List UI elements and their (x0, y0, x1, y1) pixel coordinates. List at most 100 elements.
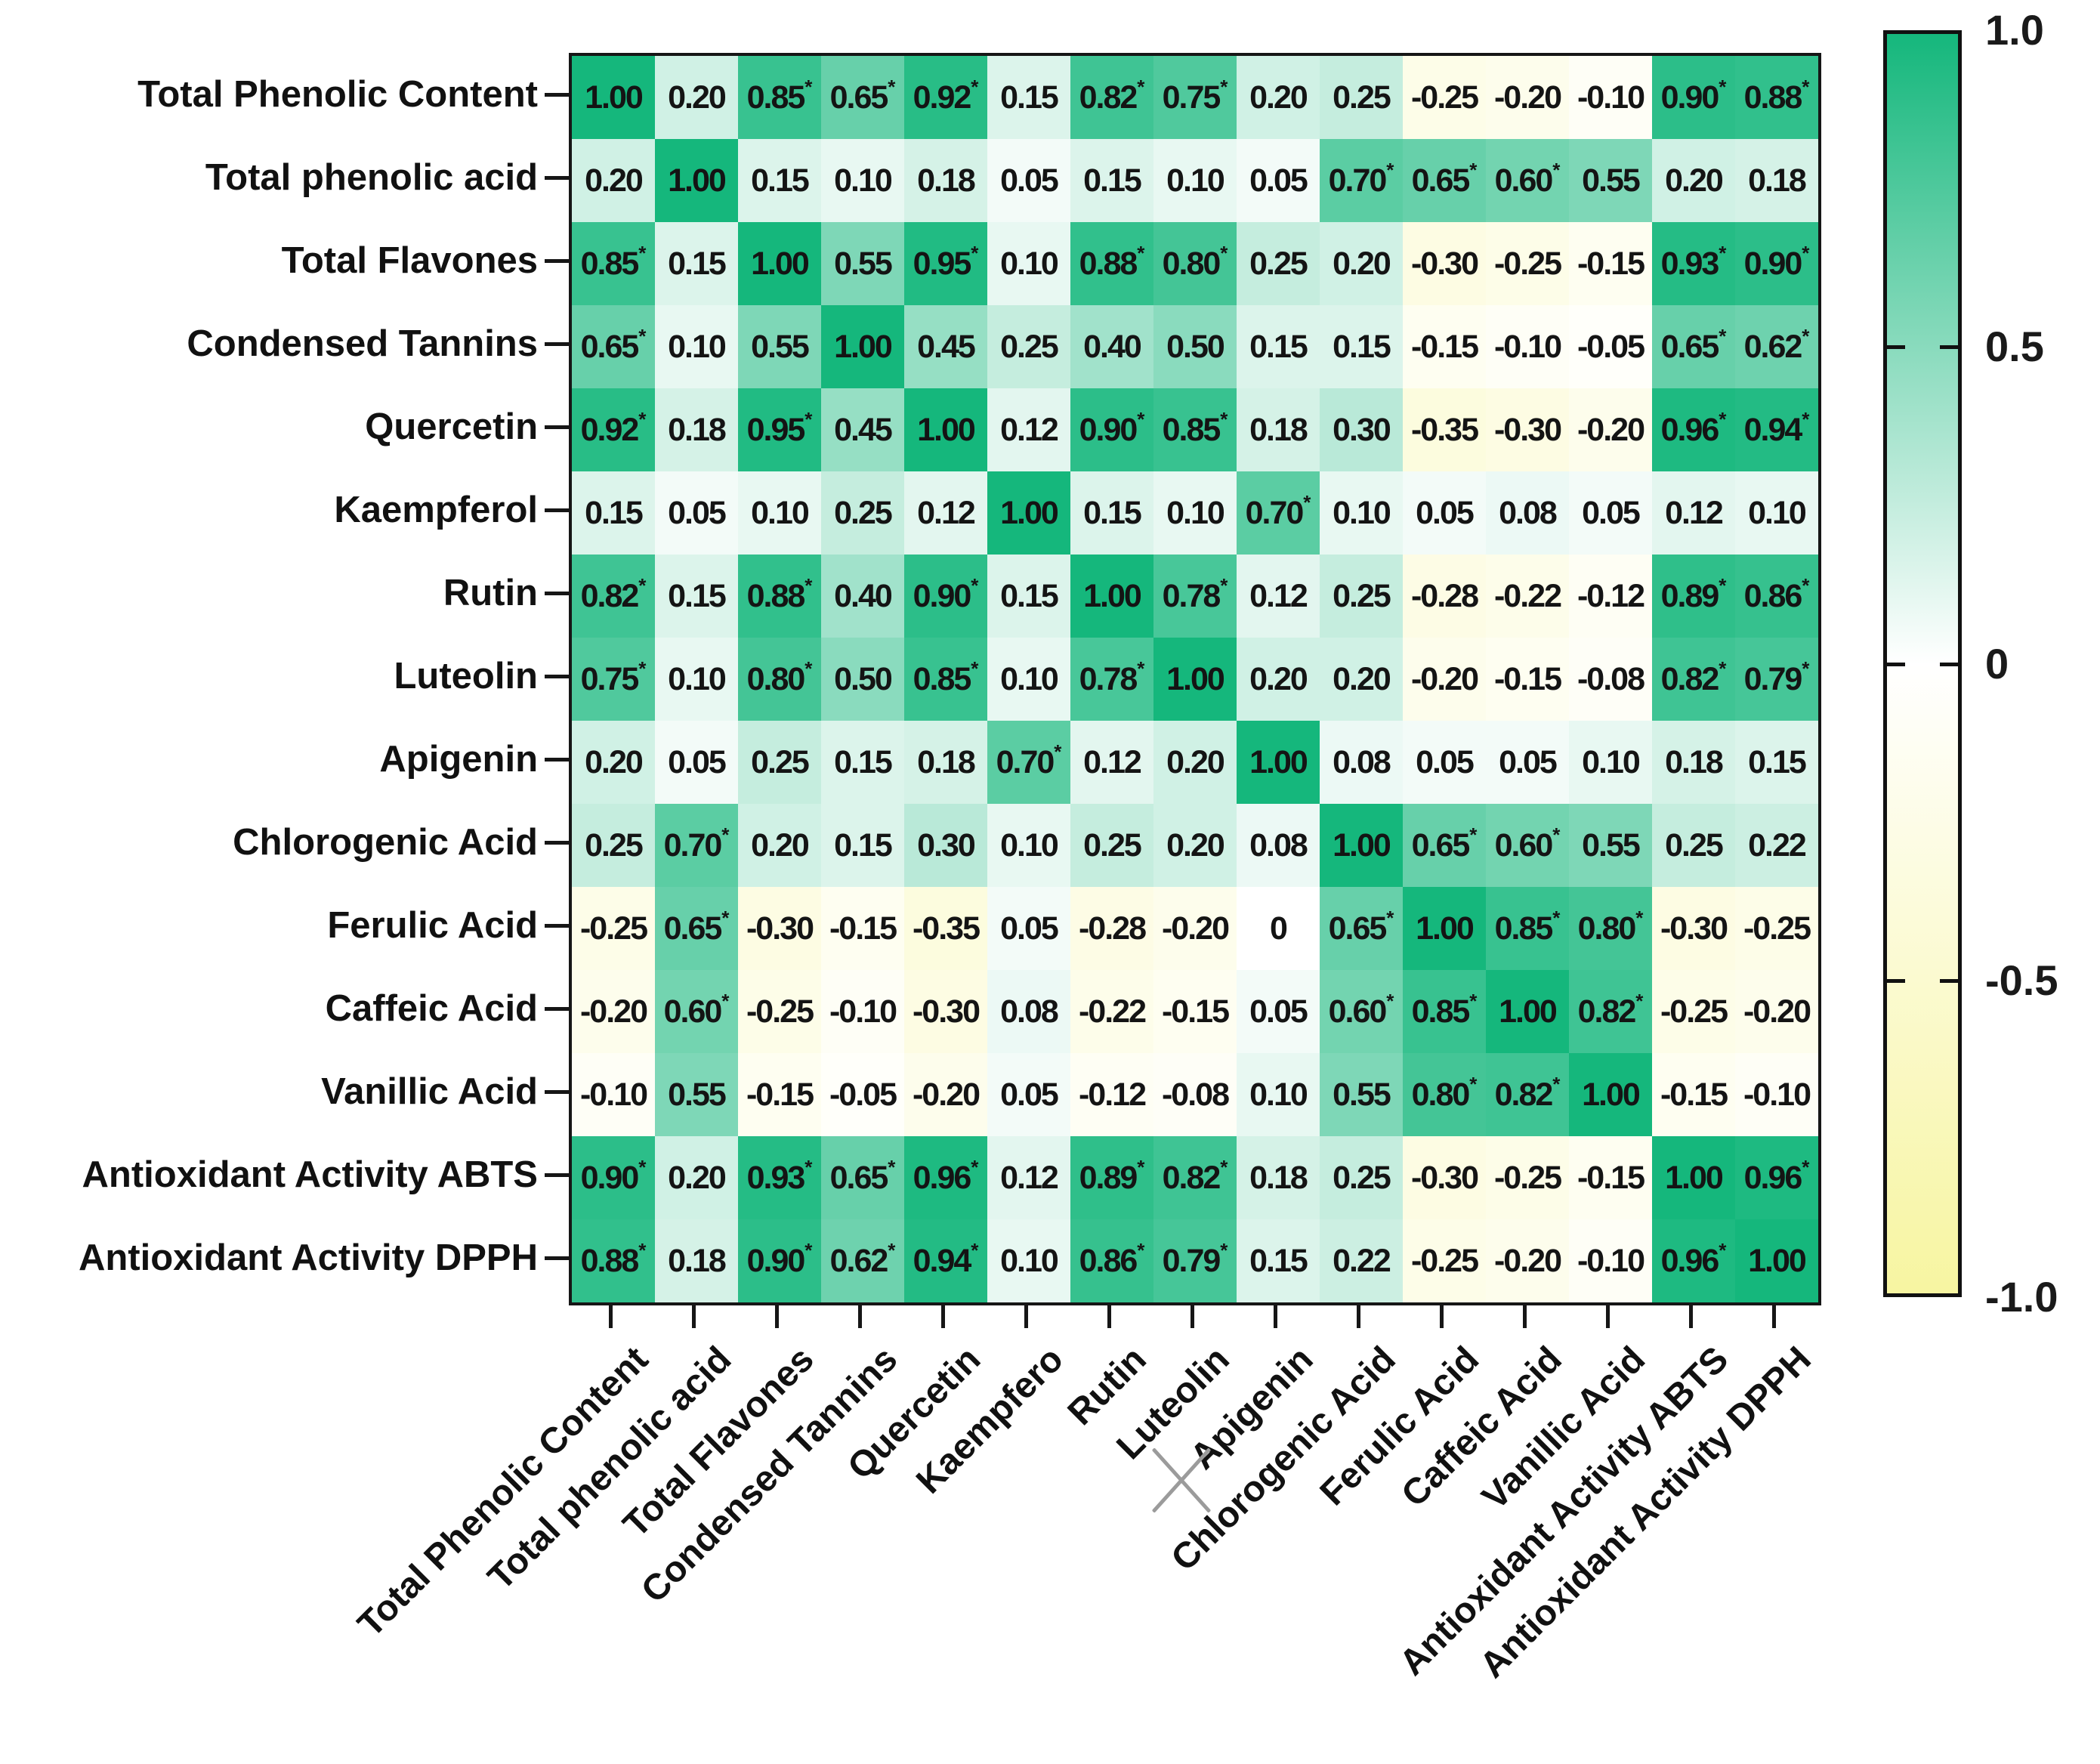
heatmap-cell: 0.05 (1403, 471, 1486, 555)
heatmap-cell: 0.55 (655, 1053, 738, 1136)
y-axis-tick (545, 176, 569, 180)
heatmap-cell: 0.05 (1237, 139, 1320, 222)
y-axis-label: Total Phenolic Content (137, 74, 538, 115)
heatmap-cell: 0.82 * (1569, 970, 1652, 1053)
heatmap-cell: 0.86 * (1735, 555, 1818, 638)
heatmap-cell: 0.10 (1735, 471, 1818, 555)
heatmap-cell: 0.85 * (1486, 887, 1569, 970)
heatmap-cell: -0.20 (1153, 887, 1237, 970)
heatmap-cell: 0.65 * (821, 56, 904, 139)
heatmap-cell: 0.10 (655, 638, 738, 721)
heatmap-cell: -0.05 (1569, 305, 1652, 388)
heatmap-cell: 0.45 (904, 305, 987, 388)
heatmap-cell: 0.18 (1652, 721, 1735, 804)
heatmap-cell: 0.65 * (821, 1136, 904, 1219)
heatmap-cell: 0.85 * (1153, 388, 1237, 471)
heatmap-cell: 0.90 * (1652, 56, 1735, 139)
heatmap-cell: 0.93 * (1652, 222, 1735, 305)
heatmap-cell: 0.10 (987, 804, 1070, 887)
y-axis-tick (545, 508, 569, 512)
heatmap-cell: 1.00 (1320, 804, 1403, 887)
y-axis-tick (545, 758, 569, 762)
heatmap-cell: 0.70 * (1320, 139, 1403, 222)
x-axis-tick (1357, 1302, 1360, 1328)
heatmap-cell: 0.10 (738, 471, 821, 555)
heatmap-cell: 0.92 * (572, 388, 655, 471)
heatmap-cell: -0.10 (572, 1053, 655, 1136)
heatmap-cell: 1.00 (821, 305, 904, 388)
heatmap-cell: 0.75 * (572, 638, 655, 721)
heatmap-cell: 0.18 (1735, 139, 1818, 222)
y-axis-label: Caffeic Acid (325, 988, 538, 1029)
heatmap-cell: 0.05 (1237, 970, 1320, 1053)
heatmap-cell: -0.25 (738, 970, 821, 1053)
colorbar-notch-right (1940, 662, 1958, 666)
heatmap-cell: 0.18 (1237, 388, 1320, 471)
heatmap-cell: 0.25 (1070, 804, 1153, 887)
heatmap-cell: 1.00 (1403, 887, 1486, 970)
heatmap-cell: 0.65 * (572, 305, 655, 388)
y-axis-label: Apigenin (379, 739, 538, 780)
heatmap-cell: 0.96 * (1735, 1136, 1818, 1219)
heatmap-cell: -0.15 (738, 1053, 821, 1136)
heatmap-cell: 0.12 (987, 1136, 1070, 1219)
heatmap-cell: 0.62 * (821, 1219, 904, 1302)
heatmap-cell: 0.15 (655, 555, 738, 638)
heatmap-cell: -0.20 (572, 970, 655, 1053)
heatmap-cell: 0.60 * (655, 970, 738, 1053)
heatmap-cell: 1.00 (1569, 1053, 1652, 1136)
heatmap-cell: 0.15 (655, 222, 738, 305)
heatmap-cell: 0.30 (1320, 388, 1403, 471)
heatmap-cell: 0.22 (1735, 804, 1818, 887)
heatmap-cell: -0.12 (1569, 555, 1652, 638)
heatmap-cell: 0.94 * (1735, 388, 1818, 471)
heatmap-cell: 0.82 * (1153, 1136, 1237, 1219)
heatmap-cell: 0.20 (572, 139, 655, 222)
heatmap-cell: -0.30 (1403, 222, 1486, 305)
heatmap-cell: 0.90 * (1735, 222, 1818, 305)
heatmap-cell: 1.00 (987, 471, 1070, 555)
heatmap-cell: 0.88 * (738, 555, 821, 638)
heatmap-cell: 0.18 (655, 388, 738, 471)
y-axis-tick (545, 93, 569, 97)
heatmap-cell: -0.25 (1486, 222, 1569, 305)
heatmap-matrix: 1.00 0.20 0.85 * 0.65 * 0.92 * 0.15 0.82 * 0.75 * 0.2… (569, 53, 1821, 1305)
heatmap-cell: 0.62 * (1735, 305, 1818, 388)
heatmap-cell: 0.05 (987, 139, 1070, 222)
colorbar-tick-label: -0.5 (1985, 956, 2058, 1004)
heatmap-cell: 0.85 * (1403, 970, 1486, 1053)
heatmap-cell: 0.25 (1652, 804, 1735, 887)
heatmap-cell: -0.08 (1153, 1053, 1237, 1136)
heatmap-cell: -0.12 (1070, 1053, 1153, 1136)
heatmap-cell: 0.15 (987, 555, 1070, 638)
colorbar-notch-left (1887, 978, 1905, 983)
heatmap-cell: 0.79 * (1153, 1219, 1237, 1302)
heatmap-cell: 0.05 (655, 471, 738, 555)
colorbar-notch-right (1940, 978, 1958, 983)
y-axis-label: Chlorogenic Acid (233, 822, 538, 863)
x-axis-tick (609, 1302, 613, 1328)
heatmap-cell: 0.65 * (655, 887, 738, 970)
heatmap-cell: 0.15 (1735, 721, 1818, 804)
x-axis-tick (1523, 1302, 1527, 1328)
heatmap-cell: 0.65 * (1652, 305, 1735, 388)
heatmap-cell: 0.12 (987, 388, 1070, 471)
heatmap-cell: 0.40 (1070, 305, 1153, 388)
heatmap-cell: 1.00 (1153, 638, 1237, 721)
heatmap-cell: 0.70 * (987, 721, 1070, 804)
y-axis-label: Quercetin (365, 406, 538, 447)
heatmap-cell: 0.20 (1320, 638, 1403, 721)
heatmap-cell: 0.78 * (1153, 555, 1237, 638)
heatmap-cell: 0.10 (987, 222, 1070, 305)
heatmap-cell: 0.15 (1070, 471, 1153, 555)
heatmap-cell: 0.90 * (1070, 388, 1153, 471)
heatmap-cell: 0.10 (1153, 471, 1237, 555)
y-axis-label: Luteolin (394, 656, 538, 697)
heatmap-cell: -0.15 (1569, 1136, 1652, 1219)
heatmap-cell: 1.00 (904, 388, 987, 471)
heatmap-cell: 0.08 (987, 970, 1070, 1053)
heatmap-cell: 0.05 (1569, 471, 1652, 555)
y-axis-tick (545, 259, 569, 263)
heatmap-cell: 1.00 (738, 222, 821, 305)
